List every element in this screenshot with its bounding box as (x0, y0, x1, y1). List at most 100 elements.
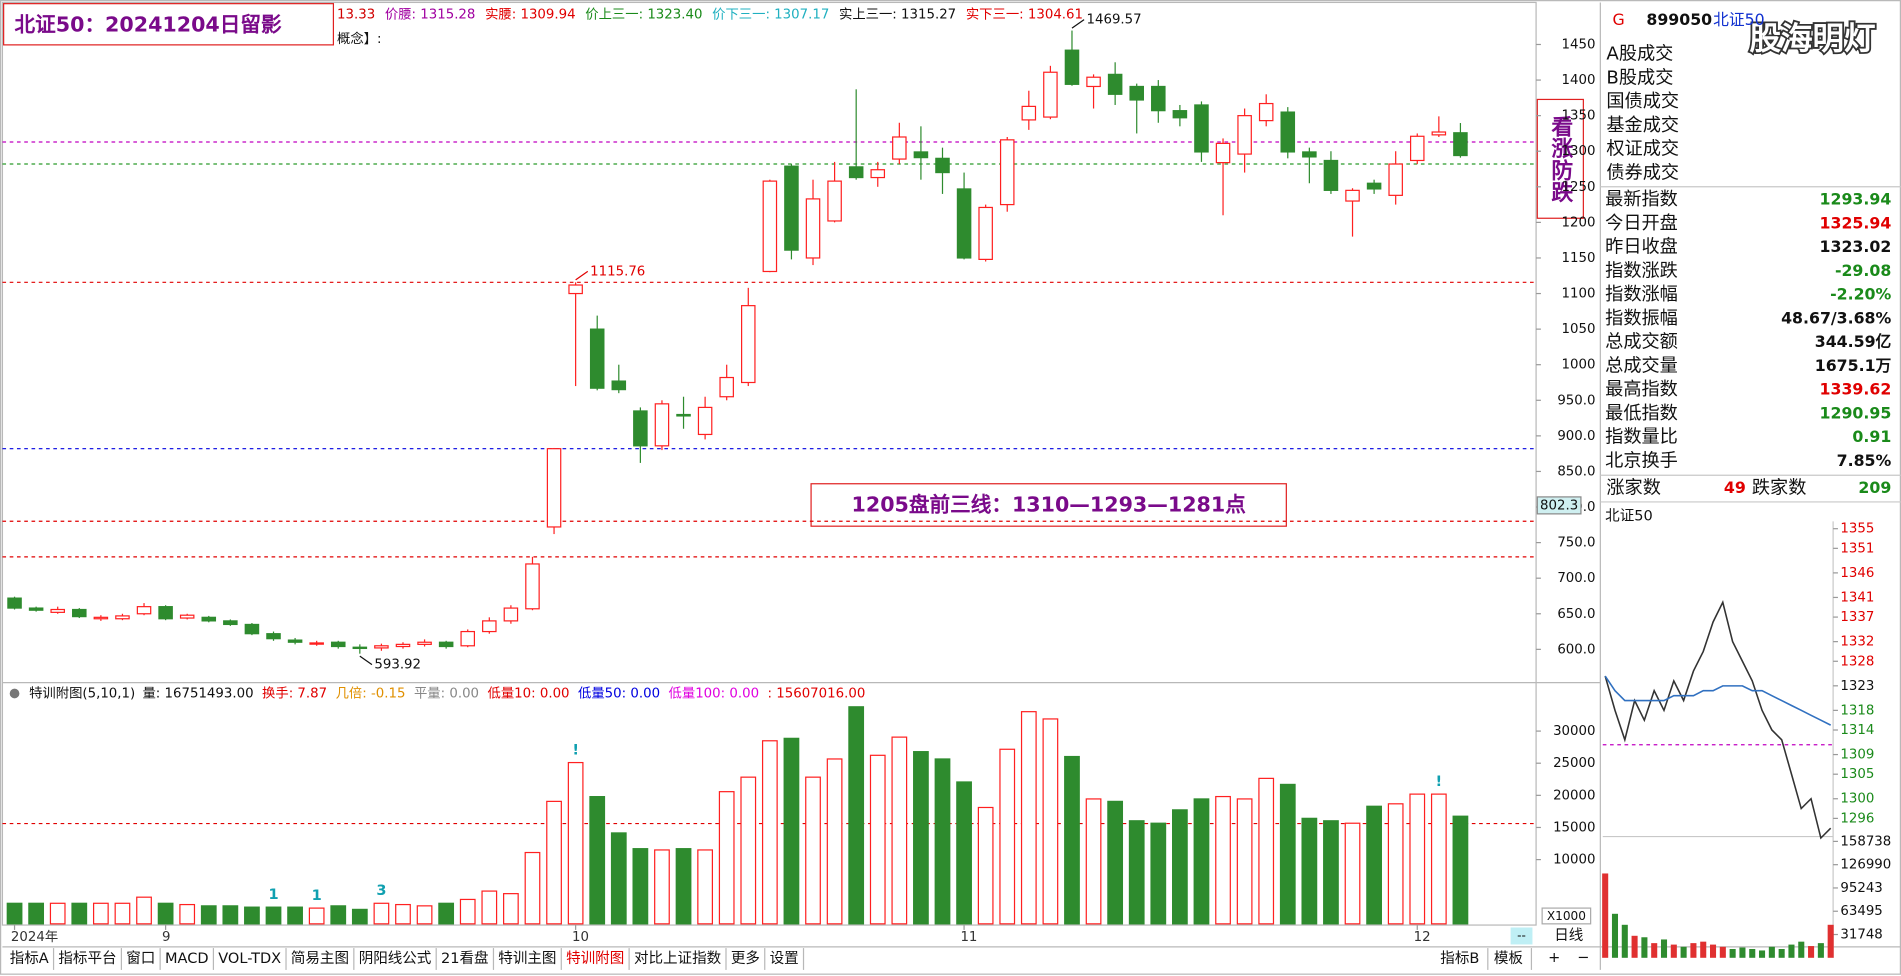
signal-marker: ! (1436, 774, 1443, 790)
candle-body (72, 608, 87, 618)
y-tick-label: 15000 (1553, 820, 1595, 835)
tab[interactable]: 阴阳线公式 (359, 950, 432, 967)
y-tick-label: 1300 (1562, 144, 1596, 159)
candle-body (28, 607, 44, 611)
volume-bar (546, 800, 562, 925)
stat-label: 总成交额 (1605, 332, 1678, 353)
candle-body (978, 206, 993, 260)
zoom-in[interactable]: + (1548, 950, 1560, 966)
pane-item: 低量50: 0.00 (578, 685, 660, 701)
candle-body (741, 305, 756, 384)
tab[interactable]: 特训主图 (498, 950, 556, 967)
tab[interactable]: VOL-TDX (218, 951, 281, 967)
volume-bar (524, 851, 541, 925)
candle-body (956, 188, 972, 259)
candle-body (1323, 159, 1339, 191)
quote-code: 899050 (1646, 10, 1712, 29)
cursor-value: 802.3 (1540, 498, 1578, 513)
volume-bar (200, 905, 217, 925)
y-tick-label: 1332 (1840, 635, 1874, 650)
header-item: 实上三一: 1315.27 (839, 7, 956, 23)
volume-bar (1279, 783, 1296, 925)
volume-bar (567, 761, 584, 925)
page-title: 北证50：20241204日留影 (15, 12, 282, 36)
cursor-box (1536, 496, 1582, 515)
candle-body (892, 136, 907, 160)
candle-body (223, 620, 238, 626)
candle-body (1388, 163, 1403, 196)
tab[interactable]: 指标平台 (58, 950, 116, 967)
volume-bar (1430, 793, 1447, 925)
candle-body (1409, 135, 1425, 162)
candle-body (50, 608, 65, 613)
volume-bar (244, 906, 260, 925)
y-tick-label: 1337 (1840, 610, 1874, 625)
volume-bar (1150, 822, 1167, 925)
quote-prefix: G (1612, 10, 1624, 29)
y-tick-label: 1318 (1840, 703, 1874, 718)
tab[interactable]: 特训附图 (566, 950, 624, 967)
tab[interactable]: 对比上证指数 (634, 950, 722, 967)
volume-bar (1366, 805, 1382, 925)
y-tick-label: 1050 (1562, 322, 1596, 337)
stat-value: 1290.95 (1820, 403, 1892, 422)
y-tick-label: 850.0 (1557, 464, 1595, 479)
stat-value: -29.08 (1835, 261, 1891, 280)
header-item: 价下三一: 1307.17 (712, 8, 829, 23)
tab[interactable]: 模板 (1494, 949, 1524, 967)
volume-bar (1778, 948, 1785, 958)
volume-bar (459, 898, 476, 925)
candle-body (287, 639, 303, 643)
x-tick-label: 10 (572, 930, 589, 945)
scroll-box[interactable] (1510, 927, 1533, 945)
tab[interactable]: 窗口 (126, 949, 155, 967)
stat-value: 7.85% (1837, 451, 1892, 470)
volume-category: 权证成交 (1606, 139, 1679, 160)
volume-bar (1759, 950, 1766, 958)
stat-label: 指数量比 (1605, 427, 1678, 448)
stat-label: 总成交量 (1605, 355, 1678, 376)
y-tick-label: 1300 (1840, 792, 1874, 807)
tab[interactable]: 简易主图 (291, 950, 349, 967)
note-box (810, 483, 1287, 527)
chart-frame (1, 1, 1537, 926)
scroll-control[interactable]: -- (1517, 928, 1526, 942)
candle-body (309, 642, 324, 645)
tab[interactable]: 指标A (10, 950, 49, 967)
y-tick-label: 1450 (1562, 37, 1596, 52)
header-item: 13.33 (337, 8, 375, 23)
y-tick-label: 1000 (1562, 358, 1596, 373)
tab[interactable]: MACD (165, 951, 209, 967)
zoom-out[interactable]: − (1577, 950, 1589, 966)
candle-body (438, 641, 454, 648)
volume-bar (913, 751, 929, 925)
y-tick-label: 126990 (1840, 858, 1891, 873)
y-tick-label: 1346 (1840, 566, 1874, 581)
volume-bar (1020, 711, 1037, 925)
period-button[interactable]: 日线 (1554, 927, 1583, 944)
volume-bar (675, 848, 692, 925)
stat-label: 最低指数 (1605, 403, 1678, 424)
tab[interactable]: 设置 (770, 950, 799, 967)
candle-body (633, 410, 648, 447)
volume-bar (1107, 800, 1124, 925)
y-tick-label: 1150 (1562, 251, 1596, 266)
y-tick-label: 1200 (1562, 215, 1596, 230)
y-tick-label: 20000 (1553, 788, 1595, 803)
candle-body (568, 284, 583, 295)
annotation: 1469.57 (1087, 13, 1142, 28)
tab[interactable]: 更多 (731, 950, 760, 967)
candle-body (158, 606, 173, 620)
tab[interactable]: 21看盘 (441, 949, 489, 967)
volume-bar (1085, 798, 1102, 925)
stat-value: 1675.1万 (1815, 356, 1892, 375)
volume-category: 国债成交 (1606, 91, 1679, 112)
volume-bar (1258, 777, 1275, 925)
intraday-title: 北证50 (1605, 507, 1653, 524)
volume-bar (740, 776, 757, 925)
y-tick-label: 1314 (1840, 723, 1874, 738)
volume-bar (49, 902, 66, 925)
unit-box (1541, 907, 1592, 925)
tab[interactable]: 指标B (1440, 950, 1479, 967)
